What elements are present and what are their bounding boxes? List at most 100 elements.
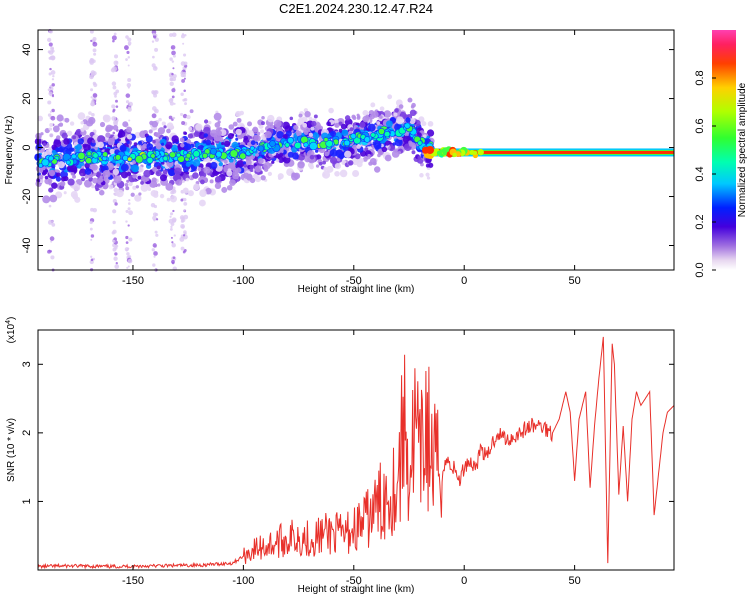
spectrogram-pixel: [398, 104, 404, 109]
spectrogram-pixel: [373, 141, 382, 150]
spectrogram-pixel: [172, 54, 176, 58]
spectrogram-pixel: [102, 183, 109, 190]
spectrogram-pixel: [48, 147, 53, 152]
spectrogram-pixel: [114, 154, 122, 161]
spectrogram-pixel: [137, 166, 144, 173]
spectrogram-pixel: [155, 169, 162, 177]
spectrogram-y-label: Frequency (Hz): [4, 116, 15, 185]
spectrogram-pixel: [192, 159, 201, 167]
spectrogram-pixel: [51, 108, 55, 113]
spectrogram-pixel: [183, 53, 187, 57]
spectrogram-pixel: [273, 119, 282, 128]
spectrogram-pixel: [90, 238, 93, 241]
spectrogram-pixel: [114, 252, 118, 256]
spectrogram-pixel: [127, 64, 130, 67]
spectrogram-pixel: [150, 189, 158, 197]
spectrogram-pixel: [245, 159, 252, 166]
spectrogram-pixel: [168, 218, 174, 224]
spectrogram-pixel: [313, 114, 318, 119]
spectrogram-pixel: [126, 50, 130, 55]
spectrogram-pixel: [83, 179, 92, 188]
spectrogram-pixel: [112, 85, 117, 90]
spectrogram-pixel: [127, 37, 132, 42]
spectrogram-pixel: [334, 170, 340, 177]
spectrogram-pixel: [111, 81, 117, 86]
spectrogram-pixel: [112, 239, 116, 243]
spectrogram-pixel: [340, 123, 347, 130]
spectrogram-pixel: [92, 207, 98, 213]
spectrogram-pixel: [324, 151, 330, 157]
snr-panel: -150 -100 -50 0 50 1 2 3 Height of straight li…: [5, 317, 675, 595]
spectrogram-pixel: [227, 168, 232, 173]
spectrogram-pixel: [362, 115, 370, 123]
spectrogram-pixel: [91, 164, 98, 171]
spectrogram-pixel: [49, 133, 54, 138]
spectrogram-pixel: [267, 171, 273, 177]
spectrogram-pixel: [409, 118, 416, 125]
spectrogram-pixel: [125, 209, 129, 213]
spectrogram-pixel: [146, 156, 154, 164]
spectrogram-pixel: [261, 121, 265, 126]
spectrogram-pixel: [88, 111, 92, 115]
spectrogram-pixel: [263, 167, 269, 172]
spectrogram-pixel: [409, 109, 417, 117]
spectrogram-pixel: [260, 129, 265, 134]
spectrogram-pixel: [69, 121, 75, 126]
spectrogram-pixel: [214, 122, 221, 128]
spectrogram-pixel: [41, 151, 47, 157]
spectrogram-pixel: [309, 164, 315, 170]
spectrogram-pixel: [426, 129, 435, 137]
spectrogram-pixel: [138, 140, 143, 145]
spectrogram-pixel: [171, 259, 175, 264]
spectrogram-pixel: [219, 137, 224, 143]
x-tick-label: 50: [569, 575, 581, 587]
spectrogram-pixel: [145, 135, 153, 143]
spectrogram-pixel: [185, 152, 192, 159]
spectrogram-pixel: [235, 128, 242, 136]
spectrogram-pixel: [92, 152, 99, 159]
spectrogram-pixel: [130, 192, 135, 197]
spectrogram-pixel: [125, 249, 128, 252]
spectrogram-pixel: [102, 146, 107, 150]
spectrogram-pixel: [344, 150, 352, 158]
spectrogram-pixel: [127, 78, 132, 83]
spectrogram-pixel: [112, 131, 116, 135]
spectrogram-pixel: [125, 220, 128, 223]
spectrogram-pixel: [302, 122, 308, 128]
spectrogram-pixel: [126, 179, 130, 183]
spectrogram-pixel: [128, 199, 131, 202]
spectrogram-pixel: [132, 173, 137, 179]
spectrogram-pixel: [126, 140, 130, 144]
spectrogram-x-label: Height of straight line (km): [298, 284, 415, 295]
spectrogram-pixel: [48, 127, 52, 131]
colorbar-gradient: [712, 30, 736, 270]
spectrogram-pixel: [146, 143, 154, 150]
spectrogram-pixel: [370, 102, 376, 108]
spectrogram-pixel: [427, 120, 434, 127]
x-tick-label: -150: [122, 575, 144, 587]
spectrogram-pixel: [170, 212, 174, 216]
spectrogram-pixel: [276, 158, 280, 163]
spectrogram-pixel: [152, 212, 158, 217]
y-tick-label: 3: [21, 361, 33, 367]
spectrogram-pixel: [407, 97, 413, 103]
spectrogram-pixel: [417, 156, 422, 160]
spectrogram-pixel: [128, 101, 133, 107]
spectrogram-pixel: [115, 99, 118, 103]
spectrogram-pixel: [348, 160, 354, 166]
spectrogram-pixel: [249, 164, 254, 170]
spectrogram-pixel: [89, 259, 94, 265]
spectrogram-pixel: [89, 29, 94, 34]
spectrogram-pixel: [297, 117, 305, 125]
snr-y-multiplier-exp: 4: [5, 320, 12, 324]
spectrogram-pixel: [184, 102, 187, 106]
spectrogram-pixel: [257, 157, 264, 164]
spectrogram-pixel: [293, 124, 299, 131]
spectrogram-pixel: [154, 109, 158, 113]
spectrogram-pixel: [49, 236, 55, 241]
spectrogram-pixel: [126, 82, 132, 88]
spectrogram-pixel: [255, 153, 259, 157]
spectrogram-pixel: [115, 189, 124, 198]
spectrogram-pixel: [134, 131, 141, 139]
spectrogram-pixel: [421, 121, 427, 127]
